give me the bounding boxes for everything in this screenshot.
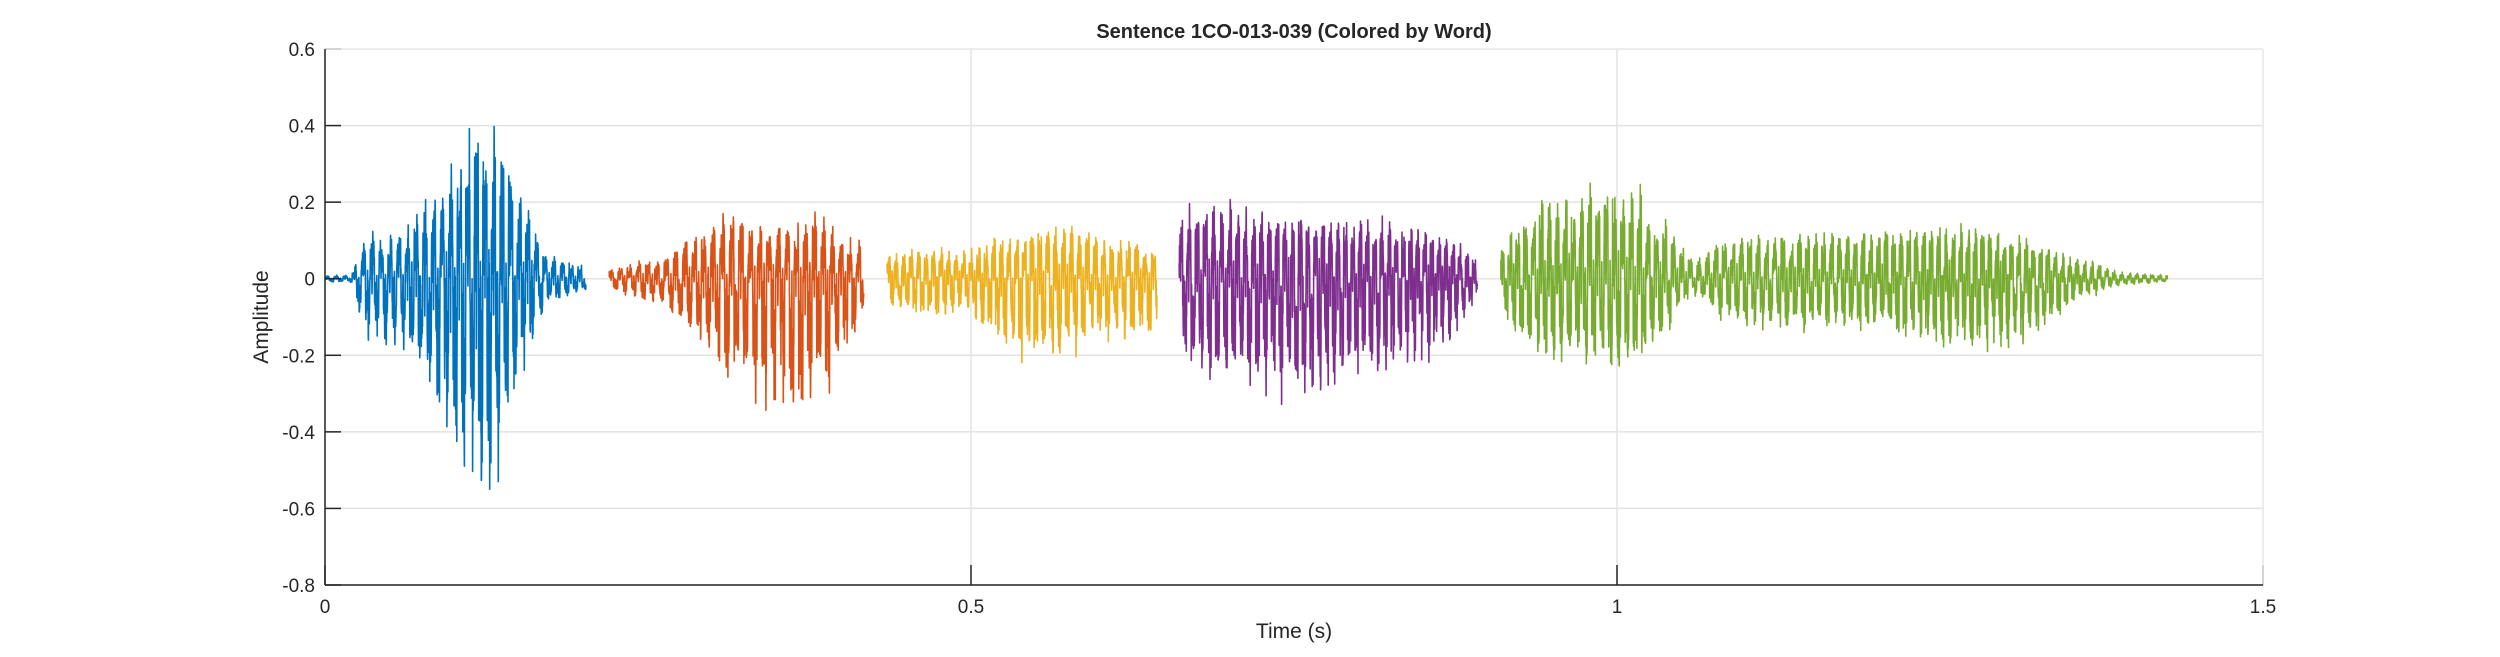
x-tick-label: 1 <box>1612 597 1623 618</box>
waveform-word-5 <box>1499 182 2169 367</box>
axes: -0.8 -0.6 -0.4 -0.2 0 0.2 0.4 0.6 0 0.5 1 1.5 <box>282 40 2276 618</box>
waveform-word-4 <box>1178 198 1479 406</box>
y-tick-label: -0.8 <box>282 576 315 597</box>
x-tick-label: 0 <box>320 597 331 618</box>
y-tick-label: -0.2 <box>282 346 315 367</box>
x-tick-label: 0.5 <box>958 597 984 618</box>
y-tick-label: -0.4 <box>282 423 315 444</box>
y-tick-label: 0.6 <box>289 40 315 61</box>
y-tick-label: 0 <box>304 270 315 291</box>
waveform-word-3 <box>886 225 1158 364</box>
x-tick-label: 1.5 <box>2250 597 2276 618</box>
y-axis-label: Amplitude <box>250 270 273 363</box>
waveform-word-1 <box>324 125 587 490</box>
y-tick-label: 0.4 <box>289 117 316 138</box>
y-tick-label: -0.6 <box>282 499 315 520</box>
x-axis-label: Time (s) <box>1256 620 1332 643</box>
plot-area <box>324 125 2169 490</box>
y-tick-label: 0.2 <box>289 193 315 214</box>
waveform-word-2 <box>608 211 865 412</box>
chart-title: Sentence 1CO-013-039 (Colored by Word) <box>1096 21 1491 43</box>
